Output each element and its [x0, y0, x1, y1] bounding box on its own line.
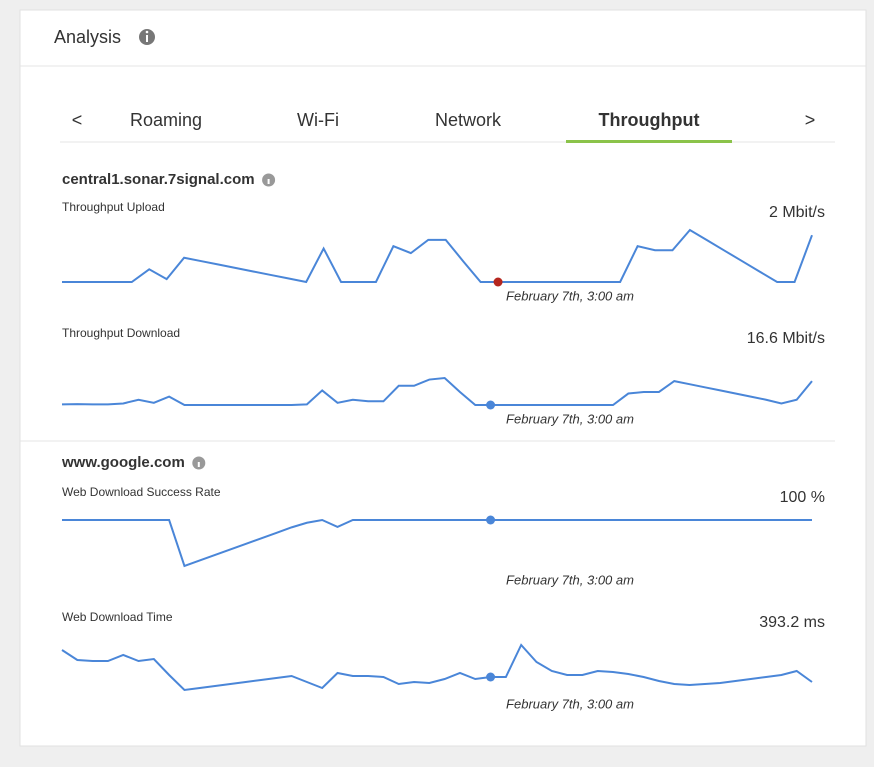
section-host: www.google.com	[61, 454, 185, 471]
sparkline	[62, 518, 812, 568]
sparkline-marker	[493, 277, 503, 287]
info-icon	[139, 29, 155, 45]
metric-current: 2 Mbit/s	[769, 204, 825, 221]
sparkline-marker	[486, 515, 496, 525]
metric-label: Web Download Success Rate	[62, 485, 221, 499]
metric-label: Throughput Upload	[62, 200, 165, 214]
tab-prev[interactable]: <	[72, 110, 83, 130]
metric-label: Web Download Time	[62, 610, 173, 624]
marker-label: February 7th, 3:00 am	[506, 411, 634, 426]
tab-underline	[566, 140, 732, 143]
tab-next[interactable]: >	[805, 110, 816, 130]
marker-label: February 7th, 3:00 am	[506, 696, 634, 711]
card-title: Analysis	[54, 27, 121, 47]
sparkline-marker	[486, 672, 496, 682]
metric-current: 393.2 ms	[759, 614, 825, 631]
tab[interactable]: Roaming	[130, 110, 202, 130]
metric-label: Throughput Download	[62, 326, 180, 340]
sparkline	[62, 228, 813, 284]
tab[interactable]: Wi-Fi	[297, 110, 339, 130]
sparkline	[61, 643, 813, 692]
metric-current: 16.6 Mbit/s	[747, 330, 825, 347]
info-icon-bar	[267, 179, 270, 184]
section-host: central1.sonar.7signal.com	[62, 171, 255, 188]
info-icon-bar	[197, 462, 200, 467]
tab[interactable]: Network	[435, 110, 502, 130]
sparkline-marker	[486, 400, 496, 410]
marker-label: February 7th, 3:00 am	[506, 572, 634, 587]
sparkline	[61, 376, 813, 406]
tab[interactable]: Throughput	[599, 110, 700, 130]
marker-label: February 7th, 3:00 am	[506, 288, 634, 303]
metric-current: 100 %	[780, 489, 825, 506]
